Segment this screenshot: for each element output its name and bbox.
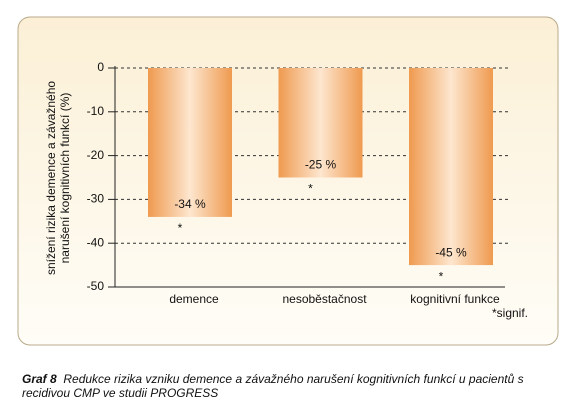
bar [278, 68, 363, 178]
significance-mark: * [178, 221, 183, 235]
x-tick-label: kognitivní funkce [410, 292, 500, 306]
x-tick-label: nesoběstačnost [282, 292, 367, 306]
footnote: *signif. [492, 306, 528, 320]
value-label: -25 % [305, 158, 337, 172]
significance-mark: * [308, 182, 313, 196]
value-label: -45 % [435, 245, 467, 259]
y-tick-label: 0 [97, 60, 104, 74]
caption-label: Graf 8 [22, 372, 57, 386]
caption-text: Redukce rizika vzniku demence a závažnéh… [22, 372, 524, 400]
y-axis-label: snížení rizika demence a závažného [44, 81, 58, 275]
x-tick-label: demence [169, 292, 219, 306]
y-tick-label: -50 [87, 279, 105, 293]
y-tick-label: -10 [87, 104, 105, 118]
y-axis-label: narušení kognitivních funkcí (%) [58, 93, 72, 264]
bar [409, 68, 493, 266]
y-tick-label: -40 [87, 235, 105, 249]
caption: Graf 8 Redukce rizika vzniku demence a z… [22, 372, 557, 400]
y-tick-label: -20 [87, 148, 105, 162]
y-tick-label: -30 [87, 192, 105, 206]
significance-mark: * [439, 269, 444, 283]
value-label: -34 % [174, 197, 206, 211]
bar [148, 68, 232, 217]
chart: 0 -10 -20 -30 -40 -50 -34 % * demence -25 % * nesob… [17, 16, 559, 346]
